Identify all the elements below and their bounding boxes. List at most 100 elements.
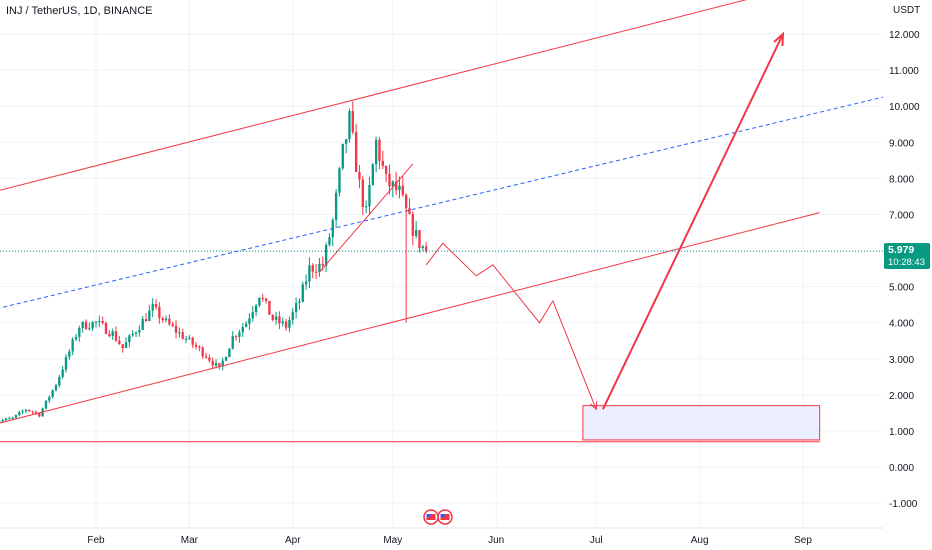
candle-body[interactable] — [101, 321, 104, 324]
candle-body[interactable] — [28, 409, 31, 412]
candle-body[interactable] — [84, 321, 88, 330]
candle-body[interactable] — [281, 321, 284, 324]
candle-body[interactable] — [294, 303, 298, 312]
candle-body[interactable] — [228, 348, 231, 358]
event-markers[interactable] — [423, 509, 453, 525]
candle-body[interactable] — [211, 360, 214, 366]
candle-body[interactable] — [204, 356, 208, 358]
candle-body[interactable] — [198, 346, 201, 348]
candle-body[interactable] — [258, 297, 261, 306]
candle-body[interactable] — [254, 305, 258, 313]
candle-body[interactable] — [231, 336, 234, 349]
symbol-title[interactable]: INJ / TetherUS, 1D, BINANCE — [6, 5, 153, 17]
candle-body[interactable] — [334, 192, 338, 221]
candle-body[interactable] — [174, 325, 178, 333]
candle-body[interactable] — [248, 318, 251, 324]
candle-body[interactable] — [378, 139, 381, 161]
candle-body[interactable] — [64, 356, 68, 370]
channel-lower[interactable] — [0, 212, 820, 429]
candle-body[interactable] — [78, 327, 81, 337]
candle-body[interactable] — [141, 319, 144, 330]
channel-midline[interactable] — [0, 96, 884, 314]
candle-body[interactable] — [171, 324, 174, 326]
candle-body[interactable] — [8, 418, 11, 420]
candle-body[interactable] — [224, 357, 228, 361]
candle-body[interactable] — [191, 337, 194, 345]
candle-body[interactable] — [384, 166, 388, 174]
candle-body[interactable] — [301, 284, 304, 302]
candle-body[interactable] — [48, 397, 51, 401]
candle-body[interactable] — [341, 143, 344, 169]
candle-body[interactable] — [118, 340, 121, 345]
candle-body[interactable] — [274, 316, 278, 320]
candle-body[interactable] — [298, 301, 301, 304]
candle-body[interactable] — [54, 385, 58, 391]
candle-body[interactable] — [261, 297, 264, 299]
candle-body[interactable] — [364, 206, 368, 208]
candle-body[interactable] — [398, 185, 401, 191]
candle-body[interactable] — [104, 323, 108, 334]
candle-body[interactable] — [214, 363, 218, 366]
candle-body[interactable] — [138, 329, 141, 333]
candle-body[interactable] — [271, 314, 274, 320]
candle-body[interactable] — [68, 351, 71, 357]
candle-body[interactable] — [414, 230, 418, 236]
candle-body[interactable] — [124, 342, 128, 349]
candle-body[interactable] — [184, 338, 188, 340]
candle-body[interactable] — [98, 321, 101, 323]
candle-body[interactable] — [221, 360, 224, 367]
candle-body[interactable] — [58, 376, 61, 386]
candle-body[interactable] — [394, 181, 398, 191]
candle-body[interactable] — [381, 160, 384, 167]
candle-body[interactable] — [268, 300, 271, 315]
candle-body[interactable] — [328, 237, 331, 245]
candle-body[interactable] — [34, 412, 38, 414]
candle-body[interactable] — [234, 336, 238, 338]
candle-body[interactable] — [368, 184, 371, 207]
candle-body[interactable] — [11, 417, 14, 419]
candle-body[interactable] — [358, 172, 361, 180]
candle-body[interactable] — [188, 337, 191, 339]
target-arrow-line[interactable] — [602, 33, 784, 410]
candle-body[interactable] — [264, 298, 268, 301]
candle-body[interactable] — [348, 110, 351, 140]
candle-body[interactable] — [238, 332, 241, 337]
candle-body[interactable] — [324, 244, 328, 266]
candle-body[interactable] — [158, 306, 161, 319]
candle-body[interactable] — [31, 411, 34, 413]
candle-body[interactable] — [288, 320, 291, 328]
candle-body[interactable] — [61, 369, 64, 377]
candle-body[interactable] — [201, 347, 204, 357]
candle-body[interactable] — [278, 316, 281, 324]
projection-path[interactable] — [425, 242, 597, 410]
candle-body[interactable] — [321, 263, 324, 266]
candle-body[interactable] — [24, 409, 28, 412]
candle-body[interactable] — [74, 336, 78, 340]
candle-body[interactable] — [81, 321, 84, 328]
candlestick-series[interactable] — [0, 101, 428, 424]
price-axis[interactable]: 12.00011.00010.0009.0008.0007.0006.0005.… — [889, 30, 920, 510]
candle-body[interactable] — [111, 331, 114, 337]
candle-body[interactable] — [291, 311, 294, 321]
candle-body[interactable] — [168, 318, 171, 325]
candle-body[interactable] — [108, 333, 111, 337]
candle-body[interactable] — [178, 332, 181, 334]
candle-body[interactable] — [411, 213, 414, 236]
candle-body[interactable] — [374, 139, 378, 165]
candle-body[interactable] — [241, 327, 244, 333]
candle-body[interactable] — [421, 246, 424, 249]
candle-body[interactable] — [21, 411, 24, 413]
channel-upper[interactable] — [0, 0, 810, 196]
candle-body[interactable] — [94, 321, 98, 323]
candle-body[interactable] — [151, 303, 154, 311]
candle-body[interactable] — [361, 179, 364, 207]
candle-body[interactable] — [161, 318, 164, 321]
candle-body[interactable] — [318, 263, 321, 273]
candle-body[interactable] — [4, 418, 8, 420]
event-flag-icon[interactable] — [437, 509, 453, 525]
candle-body[interactable] — [71, 339, 74, 352]
candle-body[interactable] — [354, 132, 358, 173]
candle-body[interactable] — [38, 413, 41, 417]
candle-body[interactable] — [338, 168, 341, 193]
